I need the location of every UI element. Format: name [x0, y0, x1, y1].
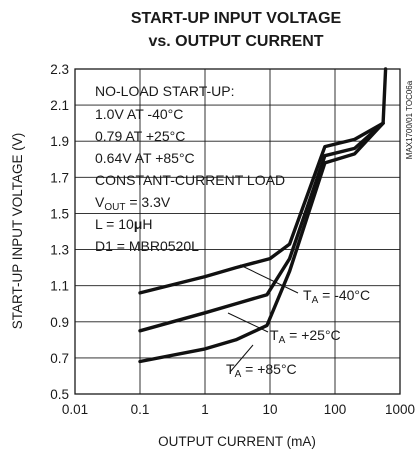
series-label-main-minus40c: T — [303, 287, 312, 303]
annotation-vout-value: = 3.3V — [125, 194, 170, 210]
series-label-main-plus85c: T — [226, 361, 235, 377]
series-line-plus85c — [138, 121, 385, 364]
annotation-line-5: CONSTANT-CURRENT LOAD — [95, 172, 285, 188]
series-line-plus25c — [138, 121, 385, 333]
series-label-text-plus25c: TA = +25°C — [270, 327, 341, 346]
annotation-inductor-mu: μ — [134, 216, 143, 232]
annotation-inductor: L = 10μH — [95, 216, 153, 232]
annotation-inductor-prefix: L = 10 — [95, 216, 134, 232]
y-tick-label: 1.1 — [50, 279, 69, 294]
y-tick-label: 0.5 — [50, 387, 69, 402]
plot-frame — [74, 68, 401, 395]
series-layer — [138, 67, 388, 364]
series-label-plus85c: TA = +85°C — [226, 344, 297, 380]
series-label-sub-minus40c: A — [312, 295, 319, 306]
series-label-value-plus85c: = +85°C — [241, 361, 296, 377]
series-label-text-plus85c: TA = +85°C — [226, 361, 297, 380]
chart-title-line-2: vs. OUTPUT CURRENT — [148, 33, 323, 50]
y-tick-label: 1.9 — [50, 134, 69, 149]
x-tick-label: 100 — [324, 402, 347, 417]
series-label-sub-plus85c: A — [235, 369, 242, 380]
side-figure-id: MAX1700/01 TOC06a — [405, 80, 414, 159]
annotation-block: NO-LOAD START-UP: 1.0V AT -40°C 0.79 AT … — [95, 83, 285, 254]
annotation-line-4: 0.64V AT +85°C — [95, 150, 195, 166]
series-label-sub-plus25c: A — [279, 335, 286, 346]
y-tick-label: 1.3 — [50, 243, 69, 258]
series-line-minus40c — [138, 67, 388, 295]
annotation-line-3: 0.79 AT +25°C — [95, 128, 185, 144]
annotation-line-2: 1.0V AT -40°C — [95, 106, 183, 122]
y-tick-label: 1.7 — [50, 170, 69, 185]
chart-title-line-1: START-UP INPUT VOLTAGE — [131, 10, 342, 27]
series-label-text-minus40c: TA = -40°C — [303, 287, 370, 306]
annotation-line-1: NO-LOAD START-UP: — [95, 83, 235, 99]
series-label-minus40c: TA = -40°C — [239, 264, 370, 306]
y-tick-label: 0.9 — [50, 315, 69, 330]
y-tick-label: 1.5 — [50, 206, 69, 221]
series-pointer-minus40c — [239, 264, 299, 294]
series-label-plus25c: TA = +25°C — [227, 312, 341, 346]
tick-labels: 0.5 0.7 0.9 1.1 1.3 1.5 1.7 1.9 2.1 2.3 0.01 0.1 1 10… — [50, 62, 415, 417]
annotation-inductor-suffix: H — [142, 216, 152, 232]
x-tick-label: 1000 — [385, 402, 415, 417]
series-pointer-plus85c — [229, 344, 254, 373]
y-tick-label: 2.3 — [50, 62, 69, 77]
annotation-vout-sub: OUT — [104, 202, 125, 213]
x-tick-label: 0.01 — [62, 402, 88, 417]
x-tick-label: 0.1 — [131, 402, 150, 417]
series-pointer-plus25c — [227, 312, 269, 333]
x-tick-label: 10 — [262, 402, 277, 417]
annotation-vout: VOUT = 3.3V — [95, 194, 171, 213]
series-label-main-plus25c: T — [270, 327, 279, 343]
x-axis-label: OUTPUT CURRENT (mA) — [158, 434, 316, 449]
annotation-diode: D1 = MBR0520L — [95, 238, 199, 254]
series-label-value-minus40c: = -40°C — [318, 287, 370, 303]
y-axis-label: START-UP INPUT VOLTAGE (V) — [10, 133, 25, 330]
series-label-value-plus25c: = +25°C — [285, 327, 340, 343]
chart-title: START-UP INPUT VOLTAGE vs. OUTPUT CURREN… — [131, 10, 342, 50]
y-tick-label: 2.1 — [50, 98, 69, 113]
annotation-vout-main: V — [95, 194, 105, 210]
x-tick-label: 1 — [201, 402, 209, 417]
y-tick-label: 0.7 — [50, 351, 69, 366]
